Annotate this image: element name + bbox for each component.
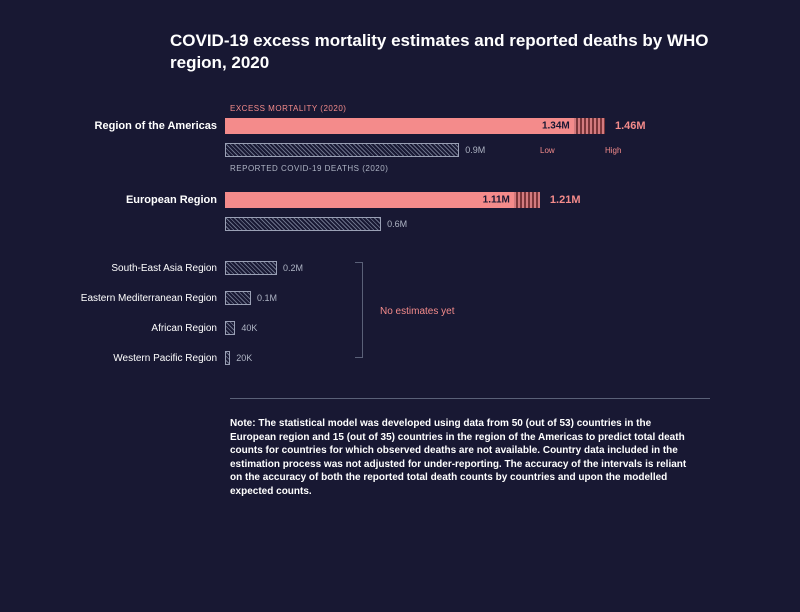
excess-mortality-label: EXCESS MORTALITY (2020): [230, 104, 740, 113]
row-europe-reported: 0.6M: [60, 214, 740, 234]
excess-bar-range: [574, 118, 605, 134]
region-label: European Region: [60, 194, 225, 206]
excess-high-value: 1.21M: [550, 194, 581, 206]
excess-bar-low: 1.34M: [225, 118, 574, 134]
no-estimates-label: No estimates yet: [380, 306, 454, 317]
excess-high-value: 1.46M: [615, 120, 646, 132]
low-label: Low: [540, 146, 555, 155]
reported-value: 0.9M: [465, 145, 485, 155]
reported-bar: [225, 143, 459, 157]
reported-value: 20K: [236, 353, 252, 363]
row-africa: African Region 40K: [60, 318, 740, 338]
reported-bar: [225, 291, 251, 305]
row-americas-excess: Region of the Americas 1.34M 1.46M: [60, 116, 740, 136]
region-label: South-East Asia Region: [60, 263, 225, 274]
excess-bar-range: [514, 192, 540, 208]
reported-value: 40K: [241, 323, 257, 333]
excess-low-value: 1.34M: [542, 121, 570, 132]
region-label: Region of the Americas: [60, 120, 225, 132]
row-wpacific: Western Pacific Region 20K: [60, 348, 740, 368]
reported-value: 0.6M: [387, 219, 407, 229]
reported-deaths-label: REPORTED COVID-19 DEATHS (2020): [230, 164, 740, 173]
reported-bar: [225, 261, 277, 275]
region-label: African Region: [60, 323, 225, 334]
excess-bar-low: 1.11M: [225, 192, 514, 208]
reported-bar: [225, 321, 235, 335]
reported-bar: [225, 351, 230, 365]
row-americas-reported: 0.9M Low High: [60, 140, 740, 160]
bracket-icon: [355, 262, 363, 358]
excess-low-value: 1.11M: [483, 195, 510, 206]
chart-area: EXCESS MORTALITY (2020) Region of the Am…: [60, 104, 740, 368]
reported-value: 0.1M: [257, 293, 277, 303]
row-emed: Eastern Mediterranean Region 0.1M: [60, 288, 740, 308]
reported-bar: [225, 217, 381, 231]
row-seasia: South-East Asia Region 0.2M: [60, 258, 740, 278]
divider: [230, 398, 710, 399]
reported-value: 0.2M: [283, 263, 303, 273]
region-label: Eastern Mediterranean Region: [60, 293, 225, 304]
region-label: Western Pacific Region: [60, 353, 225, 364]
chart-title: COVID-19 excess mortality estimates and …: [170, 30, 740, 74]
footnote: Note: The statistical model was develope…: [230, 417, 700, 498]
high-label: High: [605, 146, 621, 155]
row-europe-excess: European Region 1.11M 1.21M: [60, 190, 740, 210]
